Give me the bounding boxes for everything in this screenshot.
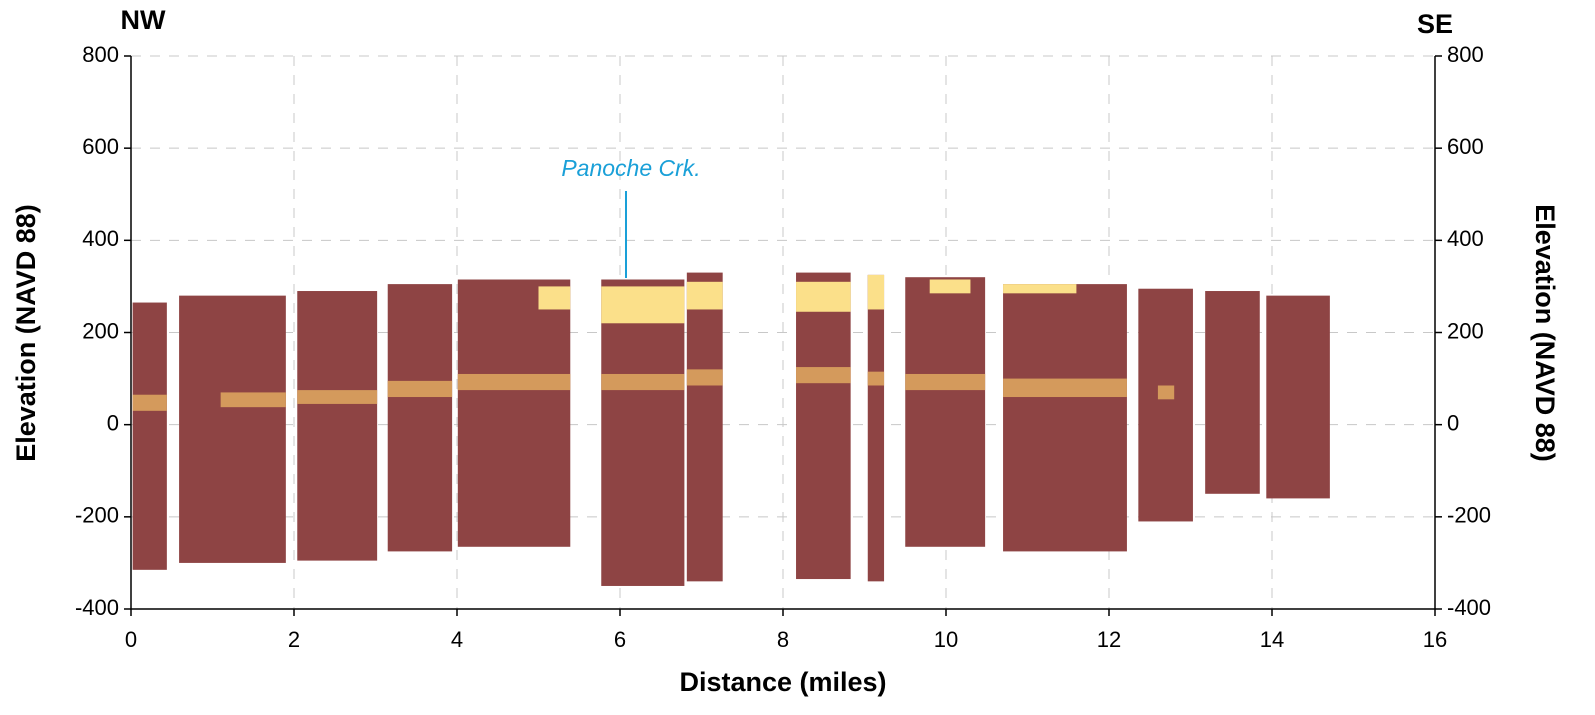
y2-tick-label: 800 [1447, 42, 1484, 67]
y2-tick-label: -400 [1447, 595, 1491, 620]
section-block [457, 279, 571, 547]
y2-tick-label: 200 [1447, 318, 1484, 343]
section-block [457, 373, 571, 391]
section-block [686, 369, 723, 386]
y-tick-label: 600 [82, 134, 119, 159]
section-block [601, 373, 685, 391]
section-block [796, 272, 851, 580]
y2-tick-label: 600 [1447, 134, 1484, 159]
y-tick-label: 800 [82, 42, 119, 67]
section-block [796, 281, 851, 312]
y-tick-label: -200 [75, 503, 119, 528]
section-block [297, 291, 378, 561]
annotation: Panoche Crk. [561, 155, 700, 181]
y-tick-label: 400 [82, 226, 119, 251]
section-block [686, 281, 723, 310]
section-block [1003, 378, 1127, 398]
y2-tick-label: 400 [1447, 226, 1484, 251]
section-block [929, 279, 971, 294]
x-tick-label: 2 [288, 627, 300, 652]
x-tick-label: 8 [777, 627, 789, 652]
section-block [867, 274, 885, 310]
plot-area: -400 -200 0 200 400 600 800 -400 -200 0 200 400 600 8… [75, 42, 1491, 652]
section-block [132, 302, 167, 570]
section-block [132, 394, 167, 411]
section-block [387, 284, 453, 552]
section-block [1266, 295, 1330, 499]
y2-tick-label: 0 [1447, 410, 1459, 435]
section-block [220, 392, 286, 408]
section-block [538, 286, 571, 310]
y2-tick-label: -200 [1447, 503, 1491, 528]
section-block [867, 371, 885, 386]
y-tick-label: 0 [107, 410, 119, 435]
right-direction: SE [1417, 9, 1453, 39]
section-block [686, 272, 723, 582]
section-block [601, 286, 685, 324]
x-tick-label: 0 [125, 627, 137, 652]
axis-frame [130, 56, 1436, 610]
x-tick-label: 10 [934, 627, 958, 652]
section-block [1157, 385, 1175, 400]
section-block [1205, 291, 1260, 494]
section-block [796, 367, 851, 384]
section-block [1003, 284, 1077, 294]
x-tick-label: 14 [1260, 627, 1284, 652]
x-tick-label: 6 [614, 627, 626, 652]
section-block [601, 279, 685, 586]
left-direction: NW [121, 5, 166, 35]
section-block [387, 380, 453, 398]
y2-axis-label: Elevation (NAVD 88) [1530, 204, 1560, 462]
x-axis-label: Distance (miles) [679, 667, 886, 697]
x-tick-label: 16 [1423, 627, 1447, 652]
section-block [1138, 288, 1193, 522]
section-block [179, 295, 286, 563]
section-block [905, 277, 986, 547]
x-tick-label: 4 [451, 627, 463, 652]
x-tick-label: 12 [1097, 627, 1121, 652]
section-block [297, 390, 378, 404]
section-block [867, 274, 885, 582]
y-axis-label: Elevation (NAVD 88) [11, 204, 41, 462]
section-block [1003, 284, 1127, 552]
section-block [905, 373, 986, 391]
y-tick-label: 200 [82, 318, 119, 343]
y-tick-label: -400 [75, 595, 119, 620]
